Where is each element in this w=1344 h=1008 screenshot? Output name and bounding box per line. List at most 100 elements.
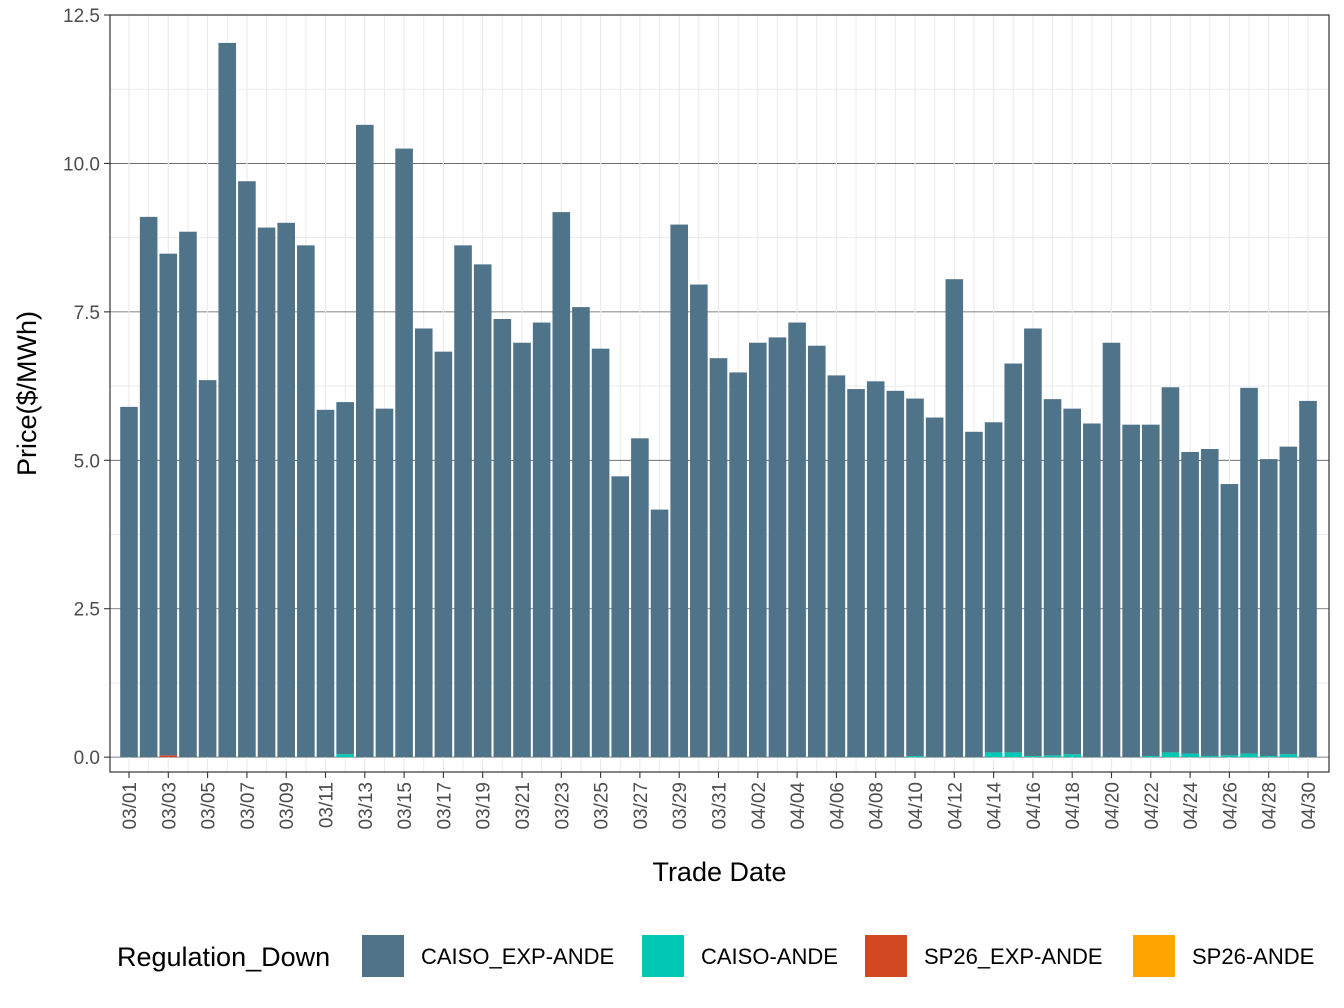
bar-caiso-exp-ande — [709, 358, 728, 758]
bar-caiso-exp-ande — [1004, 363, 1023, 753]
bar-caiso-exp-ande — [395, 148, 413, 758]
x-tick-label: 03/01 — [120, 782, 141, 830]
bar-caiso-exp-ande — [198, 380, 217, 758]
x-tick-label: 03/03 — [159, 782, 180, 830]
bar-caiso-exp-ande — [886, 390, 905, 758]
bar-caiso-exp-ande — [650, 509, 669, 758]
x-tick-label: 04/18 — [1063, 782, 1084, 830]
bar-caiso-exp-ande — [1220, 484, 1239, 756]
bar-caiso-exp-ande — [454, 245, 472, 758]
bar-caiso-exp-ande — [807, 345, 826, 758]
bar-caiso-exp-ande — [690, 284, 708, 758]
bar-caiso-exp-ande — [1142, 424, 1160, 756]
x-tick-label: 04/30 — [1299, 782, 1320, 830]
x-tick-label: 04/22 — [1142, 782, 1163, 830]
y-tick-label: 10.0 — [63, 154, 100, 175]
bar-caiso-exp-ande — [1161, 387, 1180, 753]
bar-caiso-exp-ande — [316, 409, 335, 758]
bar-caiso-exp-ande — [179, 231, 197, 758]
bar-caiso-exp-ande — [1043, 399, 1062, 756]
bar-caiso-exp-ande — [847, 389, 865, 758]
bar-caiso-ande — [1200, 755, 1219, 758]
legend-key — [362, 935, 404, 977]
legend-label: SP26_EXP-ANDE — [924, 944, 1103, 969]
bar-caiso-exp-ande — [375, 408, 394, 758]
bar-caiso-ande — [906, 755, 924, 758]
x-tick-label: 03/15 — [395, 782, 416, 830]
y-axis-title: Price($/MWh) — [12, 311, 42, 476]
bar-caiso-exp-ande — [1240, 387, 1258, 754]
x-tick-label: 03/21 — [513, 782, 534, 830]
legend-key — [1133, 935, 1175, 977]
bar-caiso-exp-ande — [120, 406, 138, 758]
y-tick-label: 5.0 — [74, 451, 100, 472]
y-axis: 0.0 2.5 5.0 7.5 10.0 12.5 — [63, 6, 110, 769]
bar-caiso-ande — [1220, 755, 1239, 758]
bar-caiso-exp-ande — [257, 227, 276, 758]
x-tick-label: 03/13 — [356, 782, 377, 830]
bar-caiso-exp-ande — [1122, 424, 1140, 758]
bar-caiso-ande — [984, 752, 1003, 758]
bar-sp26-exp-ande — [159, 755, 178, 758]
x-tick-label: 03/31 — [710, 782, 731, 830]
x-tick-label: 04/14 — [985, 782, 1006, 830]
x-tick-label: 04/12 — [945, 782, 966, 830]
x-tick-label: 04/04 — [788, 782, 809, 830]
bar-caiso-exp-ande — [611, 476, 630, 758]
bar-caiso-exp-ande — [513, 342, 531, 758]
x-tick-label: 03/11 — [317, 782, 338, 828]
y-tick-label: 7.5 — [74, 303, 100, 324]
x-tick-label: 03/25 — [592, 782, 613, 830]
bar-caiso-exp-ande — [906, 398, 924, 756]
x-tick-label: 03/17 — [434, 782, 455, 830]
legend: Regulation_Down CAISO_EXP-ANDE CAISO-ANDE… — [117, 935, 1314, 977]
x-tick-label: 04/16 — [1024, 782, 1045, 830]
bar-caiso-exp-ande — [984, 422, 1003, 753]
x-tick-label: 04/28 — [1260, 782, 1281, 830]
x-tick-label: 03/05 — [199, 782, 220, 830]
x-tick-label: 03/23 — [552, 782, 573, 830]
bar-caiso-exp-ande — [788, 322, 806, 758]
bar-caiso-ande — [1024, 755, 1042, 758]
bar-caiso-exp-ande — [356, 124, 374, 758]
x-tick-label: 03/27 — [631, 782, 652, 830]
x-tick-label: 04/02 — [749, 782, 770, 830]
x-tick-label: 04/10 — [906, 782, 927, 830]
bar-caiso-ande — [336, 754, 354, 758]
legend-label: CAISO_EXP-ANDE — [421, 944, 614, 969]
bar-caiso-exp-ande — [159, 253, 178, 756]
x-tick-label: 03/29 — [670, 782, 691, 830]
bar-caiso-exp-ande — [965, 431, 983, 758]
x-tick-label: 03/09 — [277, 782, 298, 830]
bar-caiso-exp-ande — [827, 375, 846, 758]
bar-caiso-exp-ande — [1083, 423, 1101, 758]
bar-caiso-ande — [1004, 752, 1023, 758]
x-tick-label: 04/24 — [1181, 782, 1202, 830]
legend-key — [642, 935, 684, 977]
bar-caiso-ande — [1142, 755, 1160, 758]
bar-caiso-exp-ande — [336, 402, 354, 755]
bar-caiso-exp-ande — [434, 351, 453, 758]
bar-caiso-exp-ande — [238, 181, 256, 758]
bar-caiso-exp-ande — [631, 438, 649, 758]
plot-panel-border — [109, 14, 1330, 773]
bar-caiso-exp-ande — [139, 216, 158, 758]
bar-caiso-ande — [1279, 754, 1298, 758]
y-tick-label: 0.0 — [74, 748, 100, 769]
bar-caiso-exp-ande — [572, 307, 590, 758]
x-tick-label: 04/26 — [1220, 782, 1241, 830]
bar-caiso-exp-ande — [925, 417, 944, 758]
bar-caiso-exp-ande — [1102, 342, 1121, 758]
legend-title: Regulation_Down — [117, 942, 330, 972]
bar-caiso-exp-ande — [414, 328, 433, 758]
bar-caiso-exp-ande — [552, 212, 571, 758]
bar-caiso-exp-ande — [218, 42, 237, 758]
bar-caiso-ande — [1043, 755, 1062, 758]
bar-caiso-exp-ande — [768, 337, 787, 758]
bar-caiso-exp-ande — [591, 348, 610, 758]
bar-caiso-exp-ande — [277, 222, 295, 758]
bar-caiso-exp-ande — [493, 318, 512, 758]
bar-caiso-exp-ande — [866, 381, 885, 758]
bar-caiso-exp-ande — [1181, 451, 1199, 754]
bar-caiso-exp-ande — [729, 372, 747, 758]
